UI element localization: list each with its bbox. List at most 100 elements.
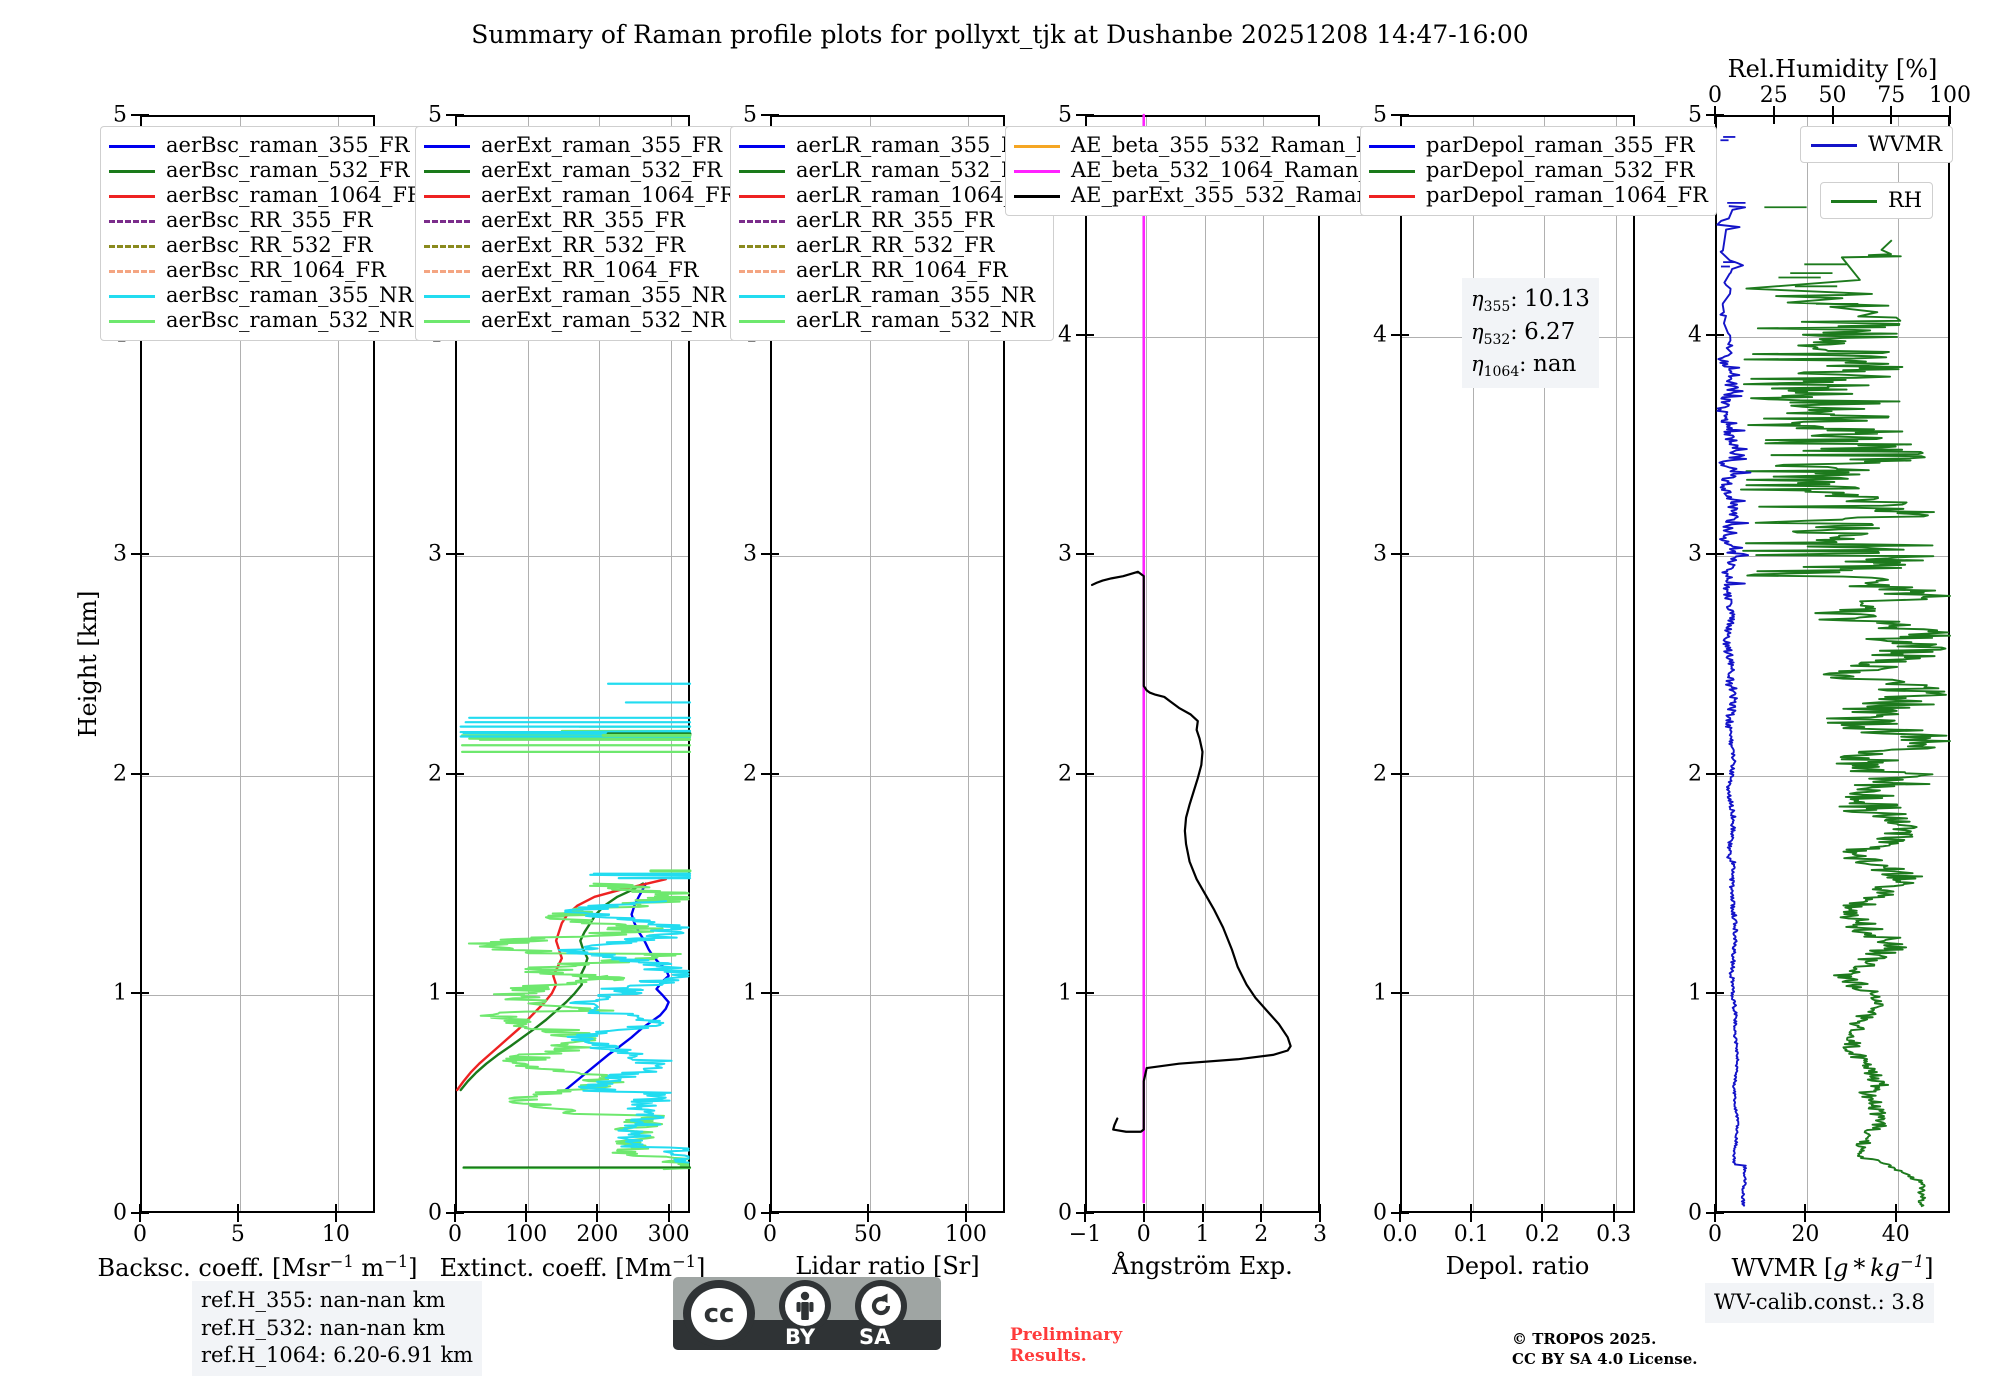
y-tick-inner [455,553,464,556]
legend-item-ae_beta_532_1064_raman_fr[interactable]: AE_beta_532_1064_Raman_FR [1014,158,1411,183]
y-tick-inner [140,772,149,775]
legend-item-aerbsc_raman_532_fr[interactable]: aerBsc_raman_532_FR [109,158,423,183]
y-tick [1706,1212,1715,1214]
legend-item-aerlr_rr_1064_fr[interactable]: aerLR_RR_1064_FR [739,258,1045,283]
y-tick [1391,114,1400,116]
legend-item-pardepol_raman_532_fr[interactable]: parDepol_raman_532_FR [1369,158,1708,183]
legend-item-aerext_raman_532_nr[interactable]: aerExt_raman_532_NR [424,308,735,333]
legend-backscatter[interactable]: aerBsc_raman_355_FR aerBsc_raman_532_FR ae… [100,126,432,341]
legend-item-aerlr_raman_532_fr[interactable]: aerLR_raman_532_FR [739,158,1045,183]
gridline-horizontal [457,556,688,558]
gridline-vertical [1473,117,1475,1211]
x-tick [1084,1213,1086,1222]
gridline-horizontal [1087,995,1318,997]
legend-depolarization[interactable]: parDepol_raman_355_FR parDepol_raman_532_… [1360,126,1717,216]
legend-label: aerLR_raman_355_FR [796,133,1032,157]
x-tick-label: 2 [1254,1222,1269,1247]
legend-item-pardepol_raman_355_fr[interactable]: parDepol_raman_355_FR [1369,133,1708,158]
x-tick-label: 0 [133,1222,147,1247]
y-tick [131,114,140,116]
legend-extinction[interactable]: aerExt_raman_355_FR aerExt_raman_532_FR ae… [415,126,745,341]
legend-item-aerbsc_rr_355_fr[interactable]: aerBsc_RR_355_FR [109,208,423,233]
legend-item-aerbsc_raman_532_nr[interactable]: aerBsc_raman_532_NR [109,308,423,333]
y-tick [1391,553,1400,556]
legend-item-aerext_rr_532_fr[interactable]: aerExt_RR_532_FR [424,233,735,258]
y-tick [446,553,455,556]
legend-item-aerext_rr_355_fr[interactable]: aerExt_RR_355_FR [424,208,735,233]
legend-item-aerext_raman_1064_fr[interactable]: aerExt_raman_1064_FR [424,183,735,208]
legend-swatch-icon [109,163,155,179]
x-tick [139,1213,141,1222]
y-tick-label: 2 [428,761,442,787]
legend-label: aerLR_raman_1064_FR [796,183,1045,207]
legend-item-aerlr_rr_355_fr[interactable]: aerLR_RR_355_FR [739,208,1045,233]
x-tick-label: 40 [1881,1222,1910,1247]
legend-item-aerlr_raman_355_nr[interactable]: aerLR_raman_355_NR [739,283,1045,308]
y-tick-label: 0 [1373,1200,1387,1226]
x-tick-inner [1142,1204,1145,1213]
y-tick-label: 1 [1058,980,1072,1006]
gridline-horizontal [1717,336,1948,338]
x-tick-label: 10 [321,1222,350,1247]
x-tick-inner [1541,1204,1544,1213]
plot-area-angstrom[interactable] [1085,115,1320,1213]
x-tick-inner [1260,1204,1263,1213]
y-tick-label: 1 [1688,980,1702,1006]
legend-item-aerlr_rr_532_fr[interactable]: aerLR_RR_532_FR [739,233,1045,258]
axis-title-depolarization: Depol. ratio [1445,1252,1590,1280]
legend-item-pardepol_raman_1064_fr[interactable]: parDepol_raman_1064_FR [1369,183,1708,208]
y-tick-inner [1715,1212,1724,1214]
legend-item-aerext_raman_532_fr[interactable]: aerExt_raman_532_FR [424,158,735,183]
ref-h-532: ref.H_532: nan-nan km [201,1315,446,1340]
x-tick [1470,1213,1473,1222]
legend-item-aerlr_raman_532_nr[interactable]: aerLR_raman_532_NR [739,308,1045,333]
y-tick-inner [1715,553,1724,556]
y-tick-label: 3 [1373,541,1387,567]
y-tick [446,1212,455,1214]
legend-item-ae_parext_355_532_raman_fr[interactable]: AE_parExt_355_532_Raman_FR [1014,183,1411,208]
legend-lidar-ratio[interactable]: aerLR_raman_355_FR aerLR_raman_532_FR aerL… [730,126,1054,341]
x-tick-inner [1804,1204,1807,1213]
legend-item-aerlr_raman_355_fr[interactable]: aerLR_raman_355_FR [739,133,1045,158]
x-tick-inner [596,1204,599,1213]
y-tick [131,553,140,556]
axis-title-backscatter: Backsc. coeff. [Msr−1 m−1] [97,1252,418,1282]
y-tick-inner [770,772,779,775]
y-tick-label: 1 [1373,980,1387,1006]
legend-label: aerBsc_raman_532_NR [166,308,414,332]
legend-item-aerbsc_rr_532_fr[interactable]: aerBsc_RR_532_FR [109,233,423,258]
legend-item-aerext_raman_355_fr[interactable]: aerExt_raman_355_FR [424,133,735,158]
y-tick [1391,333,1400,336]
legend-wvmr-rh[interactable]: WVMR [1800,126,1954,163]
legend-item-aerext_raman_355_nr[interactable]: aerExt_raman_355_NR [424,283,735,308]
legend-item-rh[interactable]: RH [1831,188,1922,213]
legend-label: aerBsc_raman_1064_FR [166,183,423,207]
gridline-horizontal [142,995,373,997]
x-tick-top-label: 50 [1818,83,1847,108]
y-tick-label: 1 [428,980,442,1006]
legend-angstrom[interactable]: AE_beta_355_532_Raman_FR AE_beta_532_1064… [1005,126,1420,216]
x-tick [1894,1213,1897,1222]
legend-item-aerbsc_raman_355_nr[interactable]: aerBsc_raman_355_NR [109,283,423,308]
x-tick-top [1831,106,1834,115]
legend-item-wvmr[interactable]: WVMR [1811,132,1942,157]
legend-item-aerbsc_rr_1064_fr[interactable]: aerBsc_RR_1064_FR [109,258,423,283]
y-tick-inner [1085,772,1094,775]
legend-item-aerbsc_raman_355_fr[interactable]: aerBsc_raman_355_FR [109,133,423,158]
legend-rh[interactable]: RH [1820,182,1934,219]
cc-sa-label: SA [859,1325,891,1349]
legend-swatch-icon [109,313,155,329]
legend-swatch-icon [739,188,785,204]
legend-item-ae_beta_355_532_raman_fr[interactable]: AE_beta_355_532_Raman_FR [1014,133,1411,158]
y-tick-label: 3 [113,541,127,567]
x-tick [1804,1213,1807,1222]
data-curve [459,882,645,1092]
legend-label: parDepol_raman_1064_FR [1426,183,1708,207]
legend-swatch-icon [739,313,785,329]
y-tick [1076,772,1085,775]
legend-item-aerext_rr_1064_fr[interactable]: aerExt_RR_1064_FR [424,258,735,283]
legend-swatch-icon [1831,193,1877,209]
legend-item-aerbsc_raman_1064_fr[interactable]: aerBsc_raman_1064_FR [109,183,423,208]
legend-item-aerlr_raman_1064_fr[interactable]: aerLR_raman_1064_FR [739,183,1045,208]
x-tick [1201,1213,1204,1222]
